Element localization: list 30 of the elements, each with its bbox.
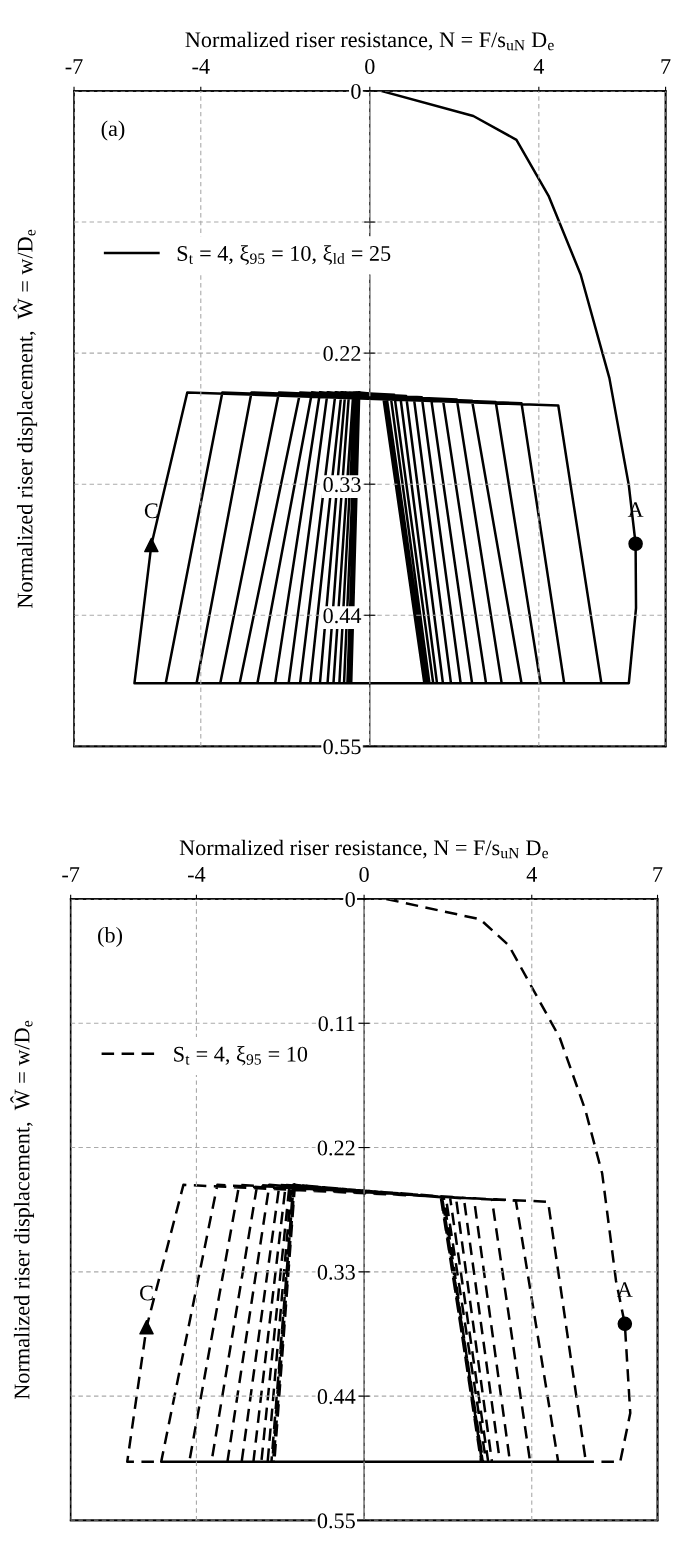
x-tick-label: 7 <box>661 59 671 74</box>
y-tick-label: 0.44 <box>323 608 362 624</box>
x-tick-label: 7 <box>653 867 663 882</box>
y-tick-label: 0.44 <box>317 1389 356 1405</box>
x-tick-label: -7 <box>65 59 83 74</box>
legend-label: S$_{t}$ = 4, ξ$_{95}$ = 10 <box>174 1045 308 1066</box>
x-tick-label: 4 <box>533 59 545 74</box>
y-axis-title: Normalized riser displacement, Ŵ = w/D$_{e}$ <box>13 229 38 609</box>
y-tick-label: 0.22 <box>323 346 361 362</box>
x-tick-label: 0 <box>365 58 375 74</box>
annotation: (b) <box>98 926 123 948</box>
legend-label: S$_{t}$ = 4, ξ$_{95}$ = 10, ξ$_{ld}$ = 25 <box>177 245 391 265</box>
x-tick-label: -4 <box>187 867 206 882</box>
y-tick-label: 0.55 <box>323 739 361 755</box>
y-tick-label: 0.11 <box>318 1016 355 1032</box>
y-tick-label: 0.33 <box>323 477 361 493</box>
y-tick-label: 0 <box>345 891 355 907</box>
x-tick-label: -7 <box>62 867 80 882</box>
x-axis-title: Normalized riser resistance, N = F/s$_{uN}$ D$_{e}$ <box>179 839 549 859</box>
annotation: C <box>140 1285 153 1301</box>
y-tick-label: 0.55 <box>317 1513 355 1529</box>
annotation: C <box>144 503 158 519</box>
x-tick-label: -4 <box>192 59 210 74</box>
y-tick-label: 0.22 <box>317 1140 355 1156</box>
x-axis-title: Normalized riser resistance, N = F/s$_{uN}$ D$_{e}$ <box>185 31 554 51</box>
y-tick-label: 0 <box>351 83 361 99</box>
x-tick-label: 4 <box>526 867 537 882</box>
y-axis-title: Normalized riser displacement, Ŵ = w/D$_{e}$ <box>10 1020 35 1400</box>
y-tick-label: 0.33 <box>317 1264 355 1280</box>
annotation: (a) <box>101 120 125 141</box>
